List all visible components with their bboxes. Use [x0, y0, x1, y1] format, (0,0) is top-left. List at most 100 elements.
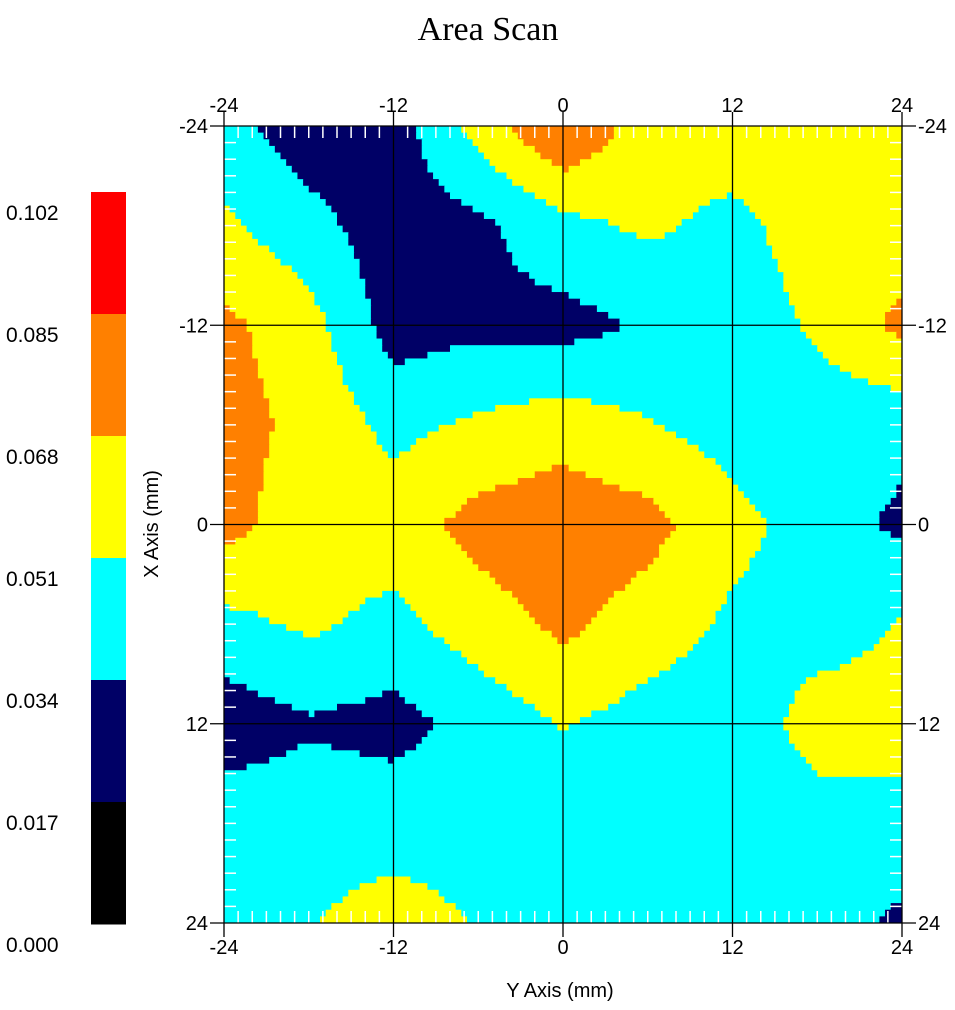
- heatmap-cell: [365, 418, 457, 426]
- heatmap-cell: [416, 438, 688, 446]
- heatmap-cell: [224, 584, 502, 592]
- heatmap-cell: [444, 517, 671, 526]
- heatmap-cell: [359, 404, 496, 413]
- heatmap-cell: [224, 438, 270, 446]
- heatmap-cell: [257, 690, 383, 698]
- heatmap-cell: [224, 464, 265, 472]
- heatmap-cell: [224, 411, 270, 419]
- heatmap-cell: [659, 670, 818, 678]
- heatmap-cell: [399, 690, 513, 698]
- heatmap-cell: [297, 272, 361, 280]
- heatmap-cell: [608, 703, 790, 712]
- heatmap-cell: [314, 298, 372, 306]
- heatmap-cell: [416, 743, 796, 751]
- heatmap-cell: [246, 225, 344, 233]
- heatmap-cell: [517, 478, 604, 486]
- heatmap-cell: [789, 737, 902, 745]
- heatmap-cell: [534, 471, 587, 479]
- heatmap-cell: [444, 896, 902, 904]
- heatmap-cell: [370, 305, 598, 313]
- heatmap-cell: [755, 551, 902, 559]
- heatmap-cell: [224, 272, 299, 280]
- heatmap-cell: [500, 225, 621, 233]
- heatmap-cell: [257, 517, 445, 526]
- heatmap-cell: [529, 398, 592, 406]
- heatmap-cell: [896, 298, 902, 306]
- colorbar-label: 0.102: [6, 202, 59, 225]
- heatmap-cell: [224, 431, 270, 439]
- heatmap-cell: [337, 218, 496, 227]
- heatmap-cell: [749, 564, 902, 572]
- heatmap-cell: [365, 285, 553, 293]
- plot-frame: [223, 125, 903, 924]
- heatmap-cell: [224, 916, 321, 923]
- heatmap-cell: [500, 232, 638, 240]
- heatmap-cell: [240, 218, 338, 227]
- heatmap-cell: [534, 145, 604, 154]
- heatmap-cell: [777, 265, 902, 273]
- heatmap-cell: [885, 318, 902, 326]
- heatmap-cell: [664, 424, 902, 433]
- heatmap-cell: [269, 245, 355, 253]
- x-tick-label-top: -12: [379, 95, 408, 117]
- heatmap-cell: [433, 723, 558, 731]
- heatmap-cell: [263, 478, 519, 486]
- heatmap-cell: [224, 471, 265, 479]
- heatmap-cell: [421, 145, 479, 154]
- heatmap-cell: [224, 132, 265, 140]
- heatmap-cell: [619, 318, 801, 326]
- heatmap-cell: [890, 497, 902, 506]
- heatmap-cell: [676, 225, 767, 233]
- heatmap-cell: [692, 644, 875, 652]
- heatmap-cell: [676, 657, 852, 665]
- heatmap-cell: [348, 610, 417, 619]
- heatmap-cell: [224, 617, 270, 625]
- heatmap-cell: [224, 531, 248, 539]
- heatmap-cell: [726, 192, 734, 200]
- heatmap-cell: [348, 385, 892, 393]
- heatmap-cell: [512, 252, 773, 260]
- heatmap-cell: [246, 763, 813, 771]
- heatmap-cell: [805, 677, 902, 685]
- heatmap-cell: [274, 145, 423, 154]
- heatmap-cell: [794, 690, 902, 698]
- heatmap-cell: [257, 504, 462, 512]
- heatmap-cell: [263, 464, 553, 472]
- heatmap-cell: [613, 590, 728, 599]
- heatmap-cell: [546, 199, 711, 207]
- heatmap-cell: [359, 604, 412, 612]
- heatmap-cell: [353, 398, 530, 406]
- heatmap-cell: [224, 690, 259, 698]
- heatmap-cell: [602, 478, 734, 486]
- heatmap-cell: [376, 438, 417, 446]
- heatmap-cell: [461, 199, 547, 207]
- heatmap-cell: [224, 883, 361, 891]
- heatmap-cell: [337, 703, 417, 712]
- heatmap-cell: [766, 232, 902, 240]
- heatmap-cell: [438, 424, 666, 433]
- x-tick-label-bottom: -12: [379, 937, 408, 959]
- heatmap-cell: [303, 278, 366, 286]
- heatmap-cell: [602, 604, 722, 612]
- heatmap-cell: [365, 411, 474, 419]
- heatmap-cell: [704, 630, 886, 639]
- heatmap-cell: [783, 717, 902, 725]
- heatmap-cell: [794, 305, 892, 313]
- heatmap-cell: [433, 172, 508, 180]
- heatmap-cell: [269, 431, 378, 439]
- heatmap-cell: [483, 152, 541, 160]
- heatmap-cell: [896, 484, 902, 492]
- heatmap-cell: [269, 617, 344, 625]
- heatmap-cell: [568, 723, 784, 731]
- heatmap-cell: [896, 617, 902, 625]
- colorbar-band: [91, 802, 126, 925]
- heatmap-cell: [743, 570, 902, 579]
- heatmap-cell: [839, 365, 902, 373]
- heatmap-cell: [421, 139, 474, 147]
- heatmap-cell: [224, 750, 287, 758]
- heatmap-cell: [342, 617, 423, 625]
- heatmap-cell: [794, 311, 886, 320]
- heatmap-cell: [738, 484, 897, 492]
- heatmap-cell: [224, 218, 242, 227]
